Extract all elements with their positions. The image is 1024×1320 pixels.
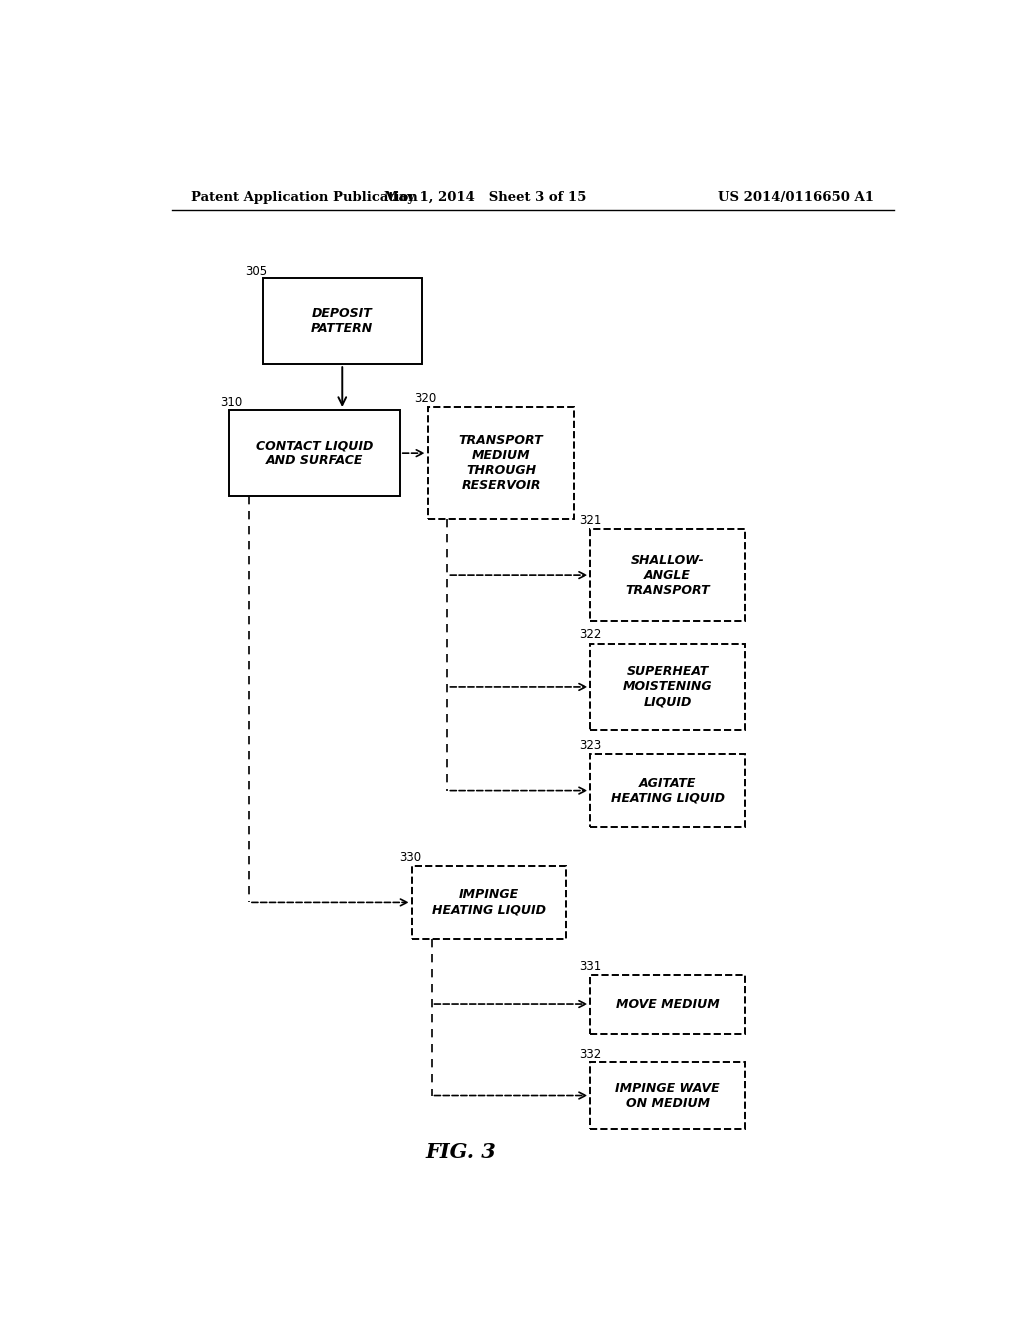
Text: 331: 331 — [579, 960, 601, 973]
Bar — [428, 408, 574, 519]
Text: 332: 332 — [579, 1048, 601, 1061]
Text: 322: 322 — [579, 628, 601, 642]
Text: CONTACT LIQUID
AND SURFACE: CONTACT LIQUID AND SURFACE — [256, 440, 373, 467]
Text: SHALLOW-
ANGLE
TRANSPORT: SHALLOW- ANGLE TRANSPORT — [626, 553, 710, 597]
Text: FIG. 3: FIG. 3 — [426, 1142, 497, 1163]
Text: DEPOSIT
PATTERN: DEPOSIT PATTERN — [311, 308, 374, 335]
Text: 321: 321 — [579, 515, 601, 528]
Text: SUPERHEAT
MOISTENING
LIQUID: SUPERHEAT MOISTENING LIQUID — [623, 665, 713, 709]
Bar — [590, 644, 745, 730]
Text: 323: 323 — [579, 739, 601, 752]
Text: 320: 320 — [414, 392, 436, 405]
Text: IMPINGE
HEATING LIQUID: IMPINGE HEATING LIQUID — [432, 888, 546, 916]
Bar — [263, 277, 422, 364]
Text: Patent Application Publication: Patent Application Publication — [191, 190, 418, 203]
Text: IMPINGE WAVE
ON MEDIUM: IMPINGE WAVE ON MEDIUM — [615, 1081, 720, 1110]
Text: MOVE MEDIUM: MOVE MEDIUM — [615, 998, 720, 1011]
Bar — [590, 1063, 745, 1129]
Text: AGITATE
HEATING LIQUID: AGITATE HEATING LIQUID — [610, 776, 725, 805]
Bar — [590, 974, 745, 1034]
Text: TRANSPORT
MEDIUM
THROUGH
RESERVOIR: TRANSPORT MEDIUM THROUGH RESERVOIR — [459, 434, 544, 492]
Text: 310: 310 — [220, 396, 243, 409]
Text: US 2014/0116650 A1: US 2014/0116650 A1 — [718, 190, 873, 203]
Text: 305: 305 — [246, 265, 267, 279]
Text: May 1, 2014   Sheet 3 of 15: May 1, 2014 Sheet 3 of 15 — [384, 190, 587, 203]
Text: 330: 330 — [399, 851, 422, 863]
Bar — [229, 411, 399, 496]
Bar — [590, 529, 745, 620]
Bar — [590, 754, 745, 828]
Bar — [412, 866, 566, 939]
